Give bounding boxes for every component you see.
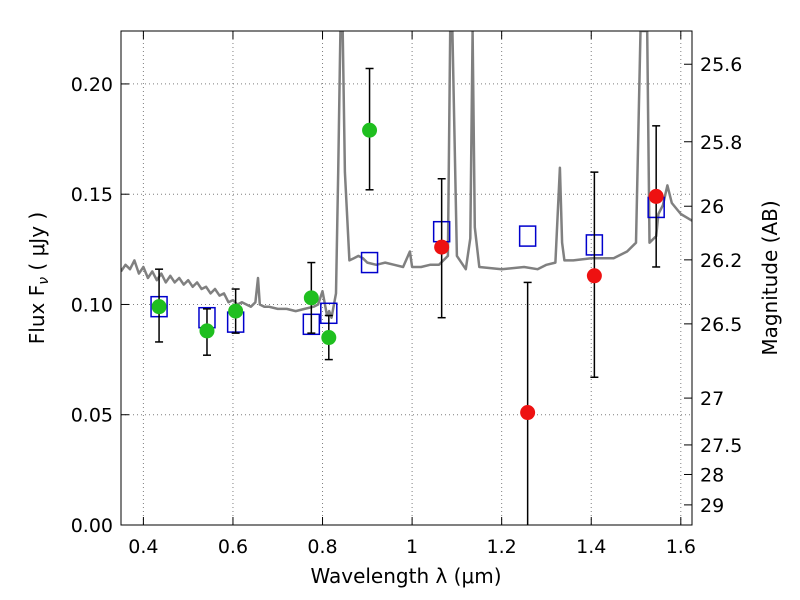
x-tick-label: 1.6 (666, 536, 696, 558)
x-tick-label: 1.4 (576, 536, 606, 558)
points-layer (150, 67, 665, 525)
y2-tick-label: 25.6 (700, 54, 742, 76)
red-data-point (648, 188, 664, 204)
model-band-box (360, 251, 379, 274)
red-data-point (586, 268, 602, 284)
x-tick-label: 0.6 (218, 536, 248, 558)
x-tick-label: 1 (406, 536, 418, 558)
y-tick-label: 0.20 (71, 74, 113, 96)
x-tick-label: 0.8 (307, 536, 337, 558)
x-tick-label: 0.4 (128, 536, 158, 558)
green-data-point (199, 323, 215, 339)
y2-tick-label: 26 (700, 196, 724, 218)
y2-tick-label: 26.5 (700, 314, 742, 336)
model-band-box (518, 225, 537, 247)
green-data-point (321, 330, 337, 346)
y2-tick-label: 29 (700, 495, 724, 517)
green-data-point (362, 122, 378, 138)
y-tick-label: 0.00 (71, 515, 113, 537)
y-tick-label: 0.10 (71, 294, 113, 316)
grid (121, 31, 692, 526)
y-tick-label: 0.05 (71, 405, 113, 427)
model-layer (121, 31, 692, 319)
y-tick-label: 0.15 (71, 184, 113, 206)
y2-axis-title: Magnitude (AB) (758, 200, 782, 355)
y2-tick-label: 27 (700, 388, 724, 410)
green-data-point (303, 290, 319, 306)
green-data-point (151, 299, 167, 315)
y2-tick-label: 27.5 (700, 435, 742, 457)
plot-frame (120, 30, 693, 526)
model-spectrum-line (121, 31, 692, 319)
green-data-point (228, 303, 244, 319)
y2-tick-label: 26.2 (700, 250, 742, 272)
red-data-point (520, 405, 536, 421)
ticks: 0.4 0.6 0.8 1 1.2 1.4 1.6 0.00 0.05 0.10 0.15 0.20 2… (71, 31, 742, 558)
y2-tick-label: 28 (700, 464, 724, 486)
red-data-point (434, 239, 450, 255)
x-tick-label: 1.2 (487, 536, 517, 558)
y2-tick-label: 25.8 (700, 132, 742, 154)
y-axis-title: Flux Fν ( μJy ) (25, 212, 52, 344)
x-axis-title: Wavelength λ (μm) (310, 564, 501, 588)
